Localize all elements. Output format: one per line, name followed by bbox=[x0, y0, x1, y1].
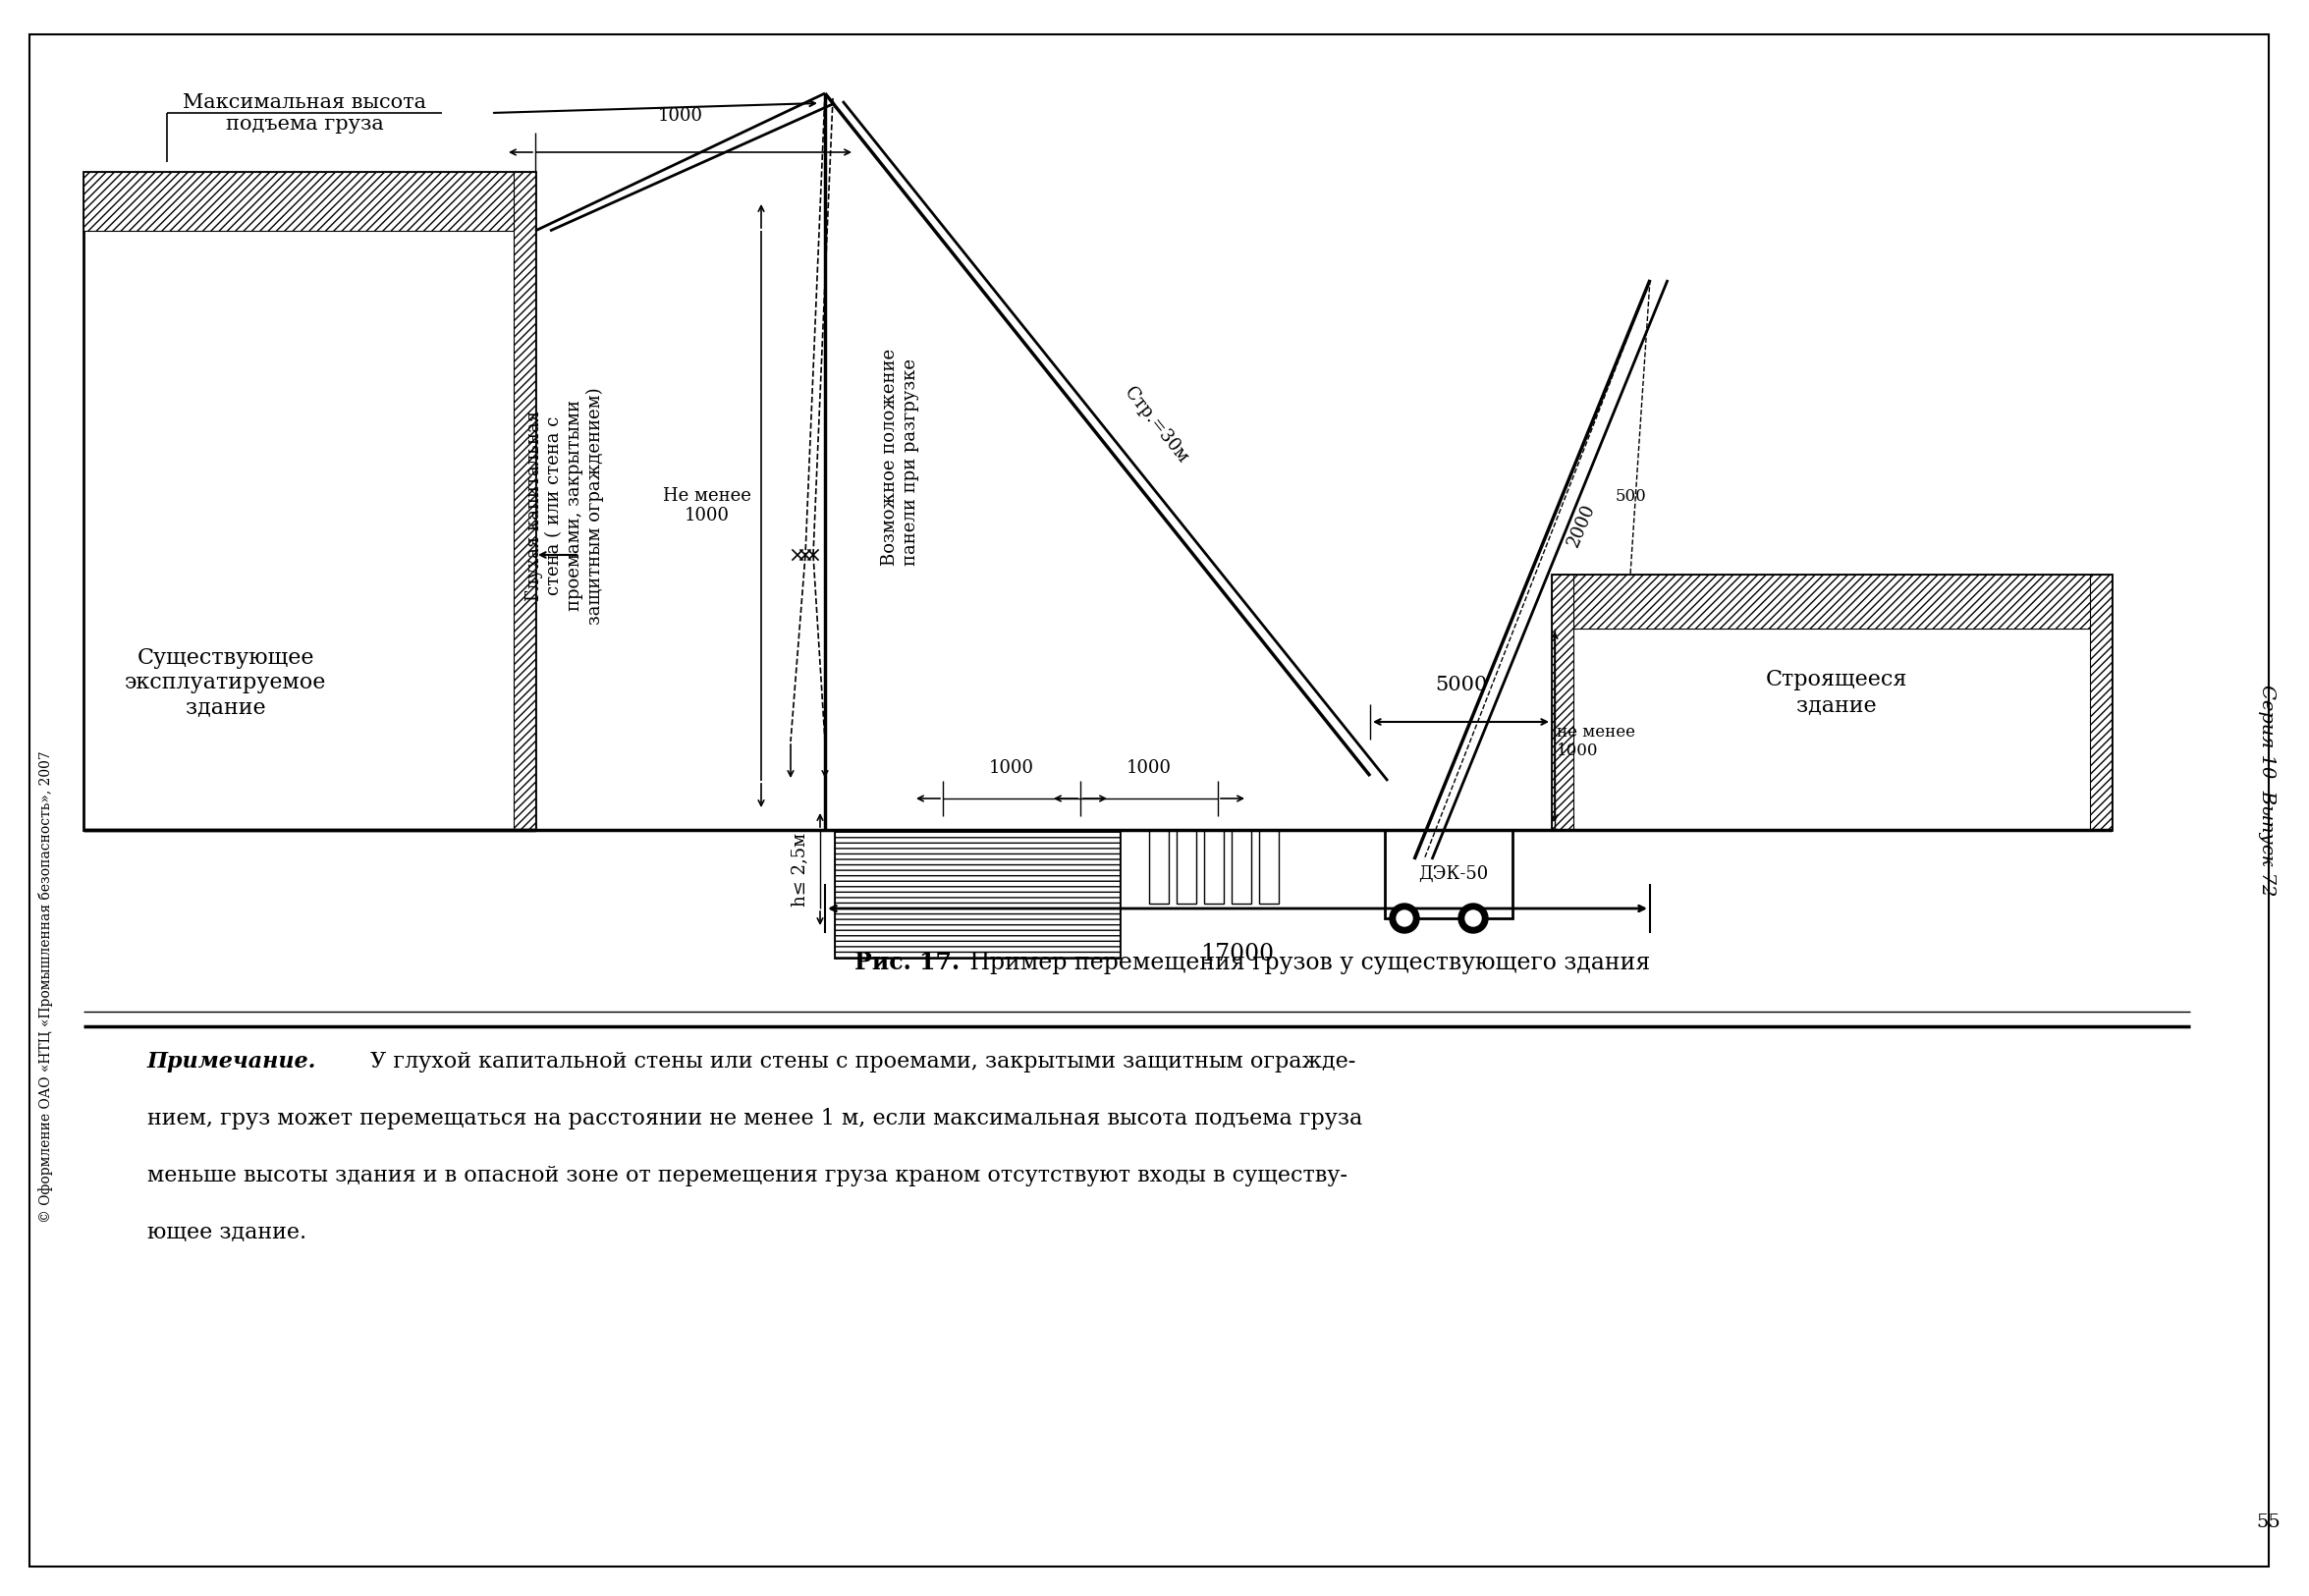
Circle shape bbox=[1397, 910, 1413, 926]
Text: 2000: 2000 bbox=[1563, 501, 1598, 549]
Text: Существующее
эксплуатируемое
здание: Существующее эксплуатируемое здание bbox=[125, 646, 328, 718]
Text: не менее
1000: не менее 1000 bbox=[1556, 723, 1635, 760]
Bar bbox=[83, 172, 536, 231]
Text: нием, груз может перемещаться на расстоянии не менее 1 м, если максимальная высо: нием, груз может перемещаться на расстоя… bbox=[148, 1108, 1362, 1130]
Bar bbox=[1231, 830, 1251, 903]
Bar bbox=[1258, 830, 1279, 903]
Text: 1000: 1000 bbox=[658, 107, 702, 124]
Text: 5000: 5000 bbox=[1434, 675, 1487, 694]
Circle shape bbox=[1390, 903, 1420, 934]
Text: Серия 10  Выпуск 72: Серия 10 Выпуск 72 bbox=[2258, 685, 2277, 897]
Text: ющее здание.: ющее здание. bbox=[148, 1223, 307, 1243]
Text: Пример перемещения грузов у существующего здания: Пример перемещения грузов у существующег… bbox=[963, 951, 1651, 974]
Text: Рис. 17.: Рис. 17. bbox=[854, 951, 961, 974]
Bar bbox=[1552, 575, 2113, 830]
Text: Максимальная высота
подъема груза: Максимальная высота подъема груза bbox=[182, 93, 427, 132]
Bar bbox=[513, 172, 536, 830]
Bar bbox=[1552, 575, 1572, 830]
Bar bbox=[1178, 830, 1196, 903]
Circle shape bbox=[1459, 903, 1487, 934]
Bar bbox=[836, 830, 1120, 958]
Text: 500: 500 bbox=[1614, 488, 1646, 504]
Text: © Оформление ОАО «НТЦ «Промышленная безопасность», 2007: © Оформление ОАО «НТЦ «Промышленная безо… bbox=[39, 752, 53, 1223]
Text: Строящееся
здание: Строящееся здание bbox=[1766, 669, 1907, 715]
Bar bbox=[1385, 830, 1512, 918]
Text: Cтр.=30м: Cтр.=30м bbox=[1122, 383, 1191, 466]
Text: У глухой капитальной стены или стены с проемами, закрытыми защитным огражде-: У глухой капитальной стены или стены с п… bbox=[363, 1050, 1355, 1073]
Text: 17000: 17000 bbox=[1201, 943, 1275, 966]
Text: h≤ 2,5м: h≤ 2,5м bbox=[790, 833, 808, 907]
Text: 1000: 1000 bbox=[988, 760, 1034, 777]
Bar bbox=[1552, 575, 2113, 629]
Bar bbox=[1203, 830, 1224, 903]
Text: ДЭК-50: ДЭК-50 bbox=[1418, 865, 1489, 883]
Circle shape bbox=[1466, 910, 1480, 926]
Bar bbox=[836, 830, 1120, 958]
Text: Глухая капитальная
стена ( или стена с
проемами, закрытыми
защитным ограждением): Глухая капитальная стена ( или стена с п… bbox=[524, 388, 605, 624]
Text: Возможное положение
панели при разгрузке: Возможное положение панели при разгрузке bbox=[882, 348, 919, 565]
Text: Не менее
1000: Не менее 1000 bbox=[663, 487, 750, 525]
Text: 1000: 1000 bbox=[1127, 760, 1171, 777]
Text: Примечание.: Примечание. bbox=[148, 1050, 316, 1073]
Text: меньше высоты здания и в опасной зоне от перемещения груза краном отсутствуют вх: меньше высоты здания и в опасной зоне от… bbox=[148, 1165, 1348, 1186]
Bar bbox=[83, 172, 536, 830]
Text: 55: 55 bbox=[2256, 1513, 2281, 1531]
Bar bbox=[1150, 830, 1168, 903]
Bar bbox=[2090, 575, 2113, 830]
